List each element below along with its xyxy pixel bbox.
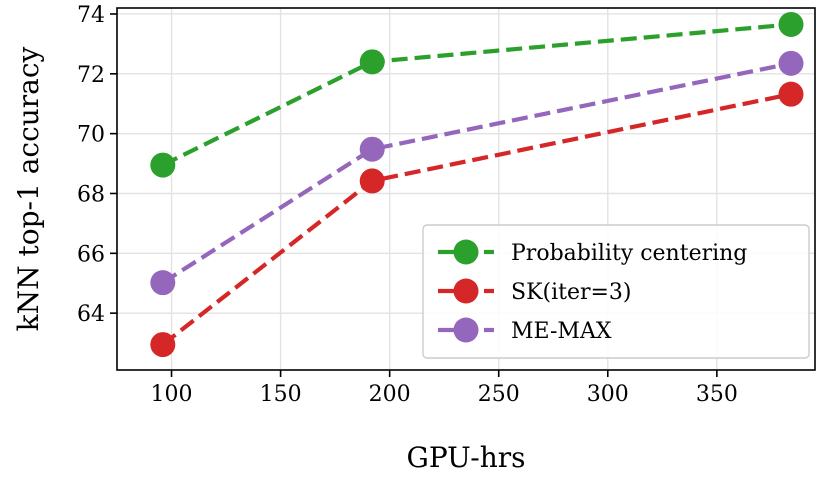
y-axis-title: kNN top-1 accuracy	[12, 46, 45, 331]
legend-entry-0: Probability centering	[438, 239, 747, 266]
data-point	[778, 50, 804, 76]
grid	[117, 8, 815, 370]
series-1	[150, 81, 804, 358]
y-tick-label: 74	[77, 3, 105, 28]
plot-frame	[116, 7, 816, 371]
x-tick-label: 100	[151, 382, 193, 407]
series-2	[150, 50, 804, 296]
x-axis-title: GPU-hrs	[406, 441, 525, 474]
series-layer	[150, 11, 804, 358]
y-tick-label: 70	[77, 123, 105, 148]
legend-label: SK(iter=3)	[511, 280, 632, 305]
legend-entry-1: SK(iter=3)	[438, 278, 632, 305]
y-tick-label: 72	[77, 63, 105, 88]
data-point	[150, 270, 176, 296]
x-tick-label: 300	[587, 382, 629, 407]
legend-marker	[453, 278, 479, 304]
data-point	[359, 49, 385, 75]
x-tick-label: 250	[478, 382, 520, 407]
data-point	[778, 11, 804, 37]
series-0	[150, 11, 804, 178]
x-tick-label: 150	[260, 382, 302, 407]
y-tick-label: 66	[77, 242, 105, 267]
legend-marker	[453, 239, 479, 265]
y-tick-label: 68	[77, 182, 105, 207]
legend-label: Probability centering	[511, 241, 747, 266]
data-point	[359, 168, 385, 194]
x-tick-label: 200	[369, 382, 411, 407]
y-tick-label: 64	[77, 302, 105, 327]
series-line	[161, 61, 792, 285]
legend-marker	[453, 317, 479, 343]
data-point	[150, 152, 176, 178]
series-line	[161, 22, 792, 167]
legend-box	[422, 224, 810, 359]
data-point	[778, 81, 804, 107]
ticks: 100 150 200 250 300 350 64 66 68 70 72 74	[77, 3, 738, 407]
legend-entry-2: ME-MAX	[438, 317, 612, 344]
x-tick-label: 350	[696, 382, 738, 407]
legend-label: ME-MAX	[511, 319, 612, 344]
data-point	[150, 332, 176, 358]
data-point	[359, 136, 385, 162]
legend: Probability centering SK(iter=3) ME-MAX	[422, 224, 810, 359]
